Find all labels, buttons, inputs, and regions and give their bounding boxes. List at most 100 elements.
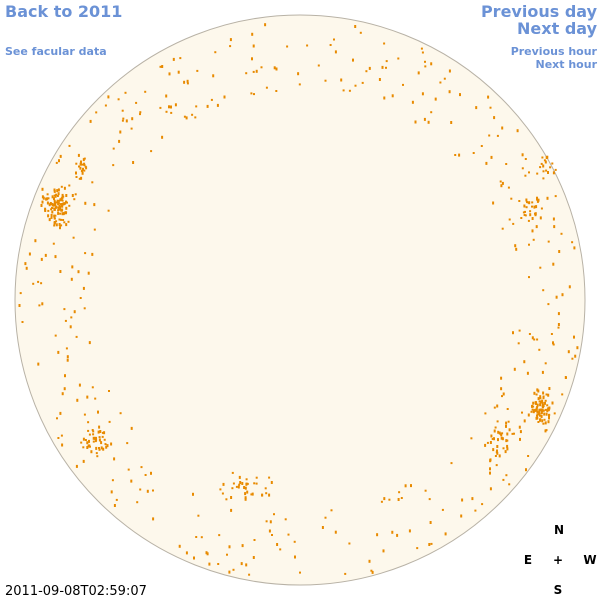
facula bbox=[496, 420, 499, 423]
facula bbox=[527, 455, 530, 457]
facula bbox=[91, 386, 94, 389]
facula bbox=[573, 246, 576, 250]
facula bbox=[496, 134, 499, 137]
facula bbox=[519, 437, 521, 441]
facula bbox=[105, 445, 108, 449]
facula bbox=[493, 406, 496, 409]
facula bbox=[400, 497, 403, 499]
facula bbox=[500, 433, 503, 436]
facula bbox=[496, 404, 499, 408]
facula bbox=[539, 166, 542, 169]
facula bbox=[534, 408, 537, 412]
facula bbox=[501, 181, 504, 185]
facula bbox=[195, 105, 198, 108]
facula bbox=[41, 187, 44, 191]
facula bbox=[80, 176, 83, 180]
previous-day-link[interactable]: Previous day bbox=[480, 2, 597, 21]
facula bbox=[185, 551, 188, 555]
facula bbox=[92, 430, 95, 433]
facula bbox=[91, 181, 94, 184]
facula bbox=[484, 412, 487, 415]
facula bbox=[240, 562, 243, 566]
next-day-link[interactable]: Next day bbox=[517, 19, 597, 38]
facula bbox=[64, 319, 67, 322]
facula bbox=[518, 329, 521, 332]
facula bbox=[542, 164, 545, 168]
facula bbox=[65, 223, 68, 227]
facula bbox=[534, 401, 537, 405]
facula bbox=[100, 441, 103, 445]
facula bbox=[480, 145, 483, 147]
facula bbox=[61, 443, 64, 447]
facula bbox=[544, 362, 547, 365]
facula bbox=[541, 419, 544, 423]
facular-link[interactable]: See facular data bbox=[5, 45, 107, 58]
facula bbox=[532, 238, 535, 241]
facula bbox=[64, 211, 67, 215]
facula bbox=[64, 374, 66, 378]
facula bbox=[549, 166, 552, 169]
facula bbox=[528, 276, 530, 279]
facula bbox=[329, 44, 332, 46]
facula bbox=[537, 421, 540, 423]
facula bbox=[73, 198, 76, 201]
facula bbox=[119, 412, 122, 415]
facula bbox=[385, 66, 387, 69]
facula bbox=[57, 437, 60, 439]
previous-hour-link[interactable]: Previous hour bbox=[510, 45, 597, 58]
facula bbox=[111, 479, 114, 482]
facula bbox=[37, 362, 40, 366]
facula bbox=[378, 78, 381, 81]
facula bbox=[498, 454, 501, 458]
facula bbox=[397, 57, 400, 60]
facula bbox=[57, 209, 60, 212]
facula bbox=[555, 295, 558, 299]
facula bbox=[441, 508, 444, 511]
facula bbox=[63, 186, 66, 190]
facula bbox=[65, 200, 67, 203]
facula bbox=[193, 556, 195, 560]
facula bbox=[560, 232, 563, 235]
facula bbox=[573, 335, 575, 339]
facula bbox=[170, 111, 173, 114]
facula bbox=[108, 420, 111, 423]
next-hour-link[interactable]: Next hour bbox=[535, 58, 598, 71]
facula bbox=[489, 471, 491, 475]
facula bbox=[540, 162, 543, 165]
facula bbox=[546, 196, 549, 200]
solar-disk bbox=[14, 14, 586, 586]
facula bbox=[58, 204, 61, 207]
facula bbox=[513, 367, 516, 371]
facula bbox=[500, 184, 503, 188]
facula bbox=[545, 169, 548, 172]
facula bbox=[54, 194, 57, 198]
facula bbox=[239, 481, 242, 484]
facula bbox=[93, 228, 96, 231]
facula bbox=[103, 431, 106, 435]
facula bbox=[113, 504, 116, 507]
facula bbox=[57, 202, 60, 205]
facula bbox=[57, 188, 60, 192]
facula bbox=[58, 218, 61, 221]
facula bbox=[85, 166, 88, 170]
facula bbox=[408, 529, 411, 533]
facula bbox=[541, 156, 544, 159]
facula bbox=[298, 83, 301, 86]
facula bbox=[542, 396, 545, 400]
back-link[interactable]: Back to 2011 bbox=[5, 2, 123, 21]
facula bbox=[144, 90, 147, 93]
facula bbox=[531, 217, 534, 220]
facula bbox=[539, 216, 542, 220]
facula bbox=[557, 326, 560, 329]
facula bbox=[253, 93, 255, 96]
facula bbox=[19, 292, 22, 295]
facula bbox=[41, 200, 44, 204]
facula bbox=[161, 135, 164, 139]
facula bbox=[553, 225, 556, 229]
facula bbox=[532, 410, 535, 414]
facula bbox=[84, 252, 87, 255]
facula bbox=[130, 426, 133, 430]
facula bbox=[226, 553, 228, 556]
facula bbox=[53, 224, 56, 227]
facula bbox=[113, 457, 116, 461]
